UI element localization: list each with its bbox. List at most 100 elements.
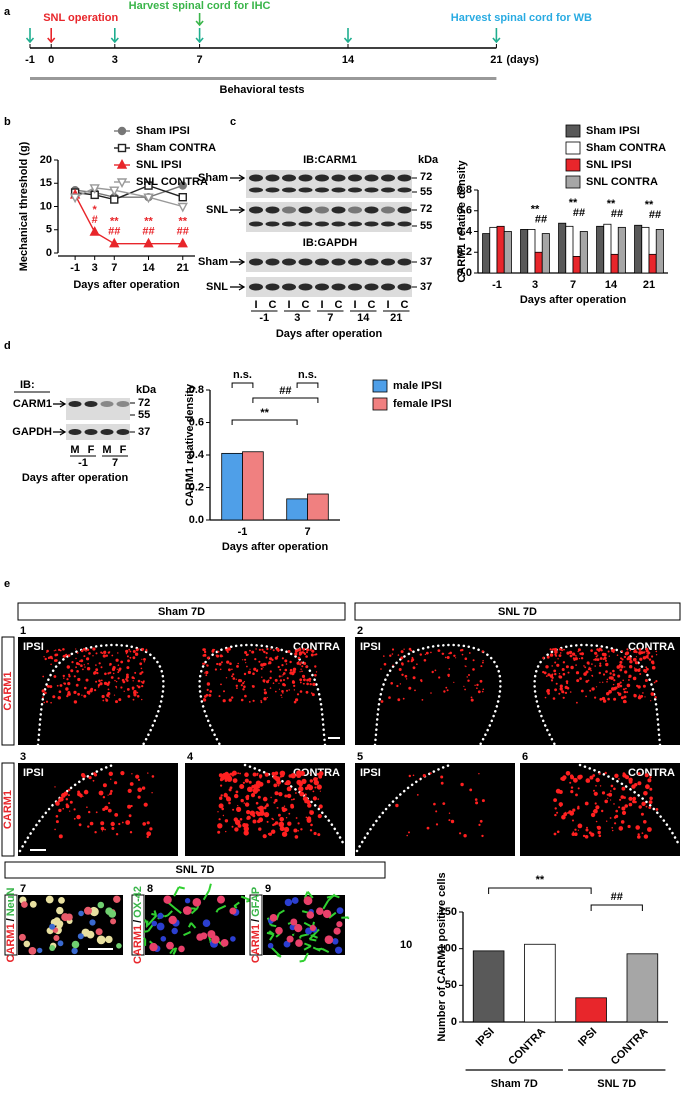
- panel-label: e: [4, 578, 10, 590]
- cell-dot: [429, 772, 432, 775]
- header-box: [354, 602, 681, 621]
- cell-dot: [107, 688, 110, 691]
- cell-dot: [423, 659, 427, 662]
- cell-dot: [274, 678, 278, 682]
- blot-band: [282, 221, 296, 227]
- cell-dot: [78, 663, 80, 665]
- cell-dot: [266, 647, 269, 651]
- cell-dot: [104, 828, 106, 831]
- cell-dot: [623, 796, 626, 799]
- cell-dot: [296, 770, 302, 776]
- cell-dot: [218, 818, 221, 821]
- cell-dot: [481, 690, 484, 693]
- cell-dot: [310, 823, 313, 827]
- behavior-label: Behavioral tests: [220, 84, 305, 96]
- blot-band: [265, 258, 280, 266]
- legend-label: Sham IPSI: [136, 125, 190, 137]
- cell-dot: [310, 648, 313, 651]
- cell-dot: [641, 801, 646, 806]
- cell-dot: [229, 772, 233, 776]
- cell-dot: [58, 808, 62, 813]
- bar: [558, 222, 567, 274]
- cell-dot: [418, 778, 420, 780]
- cell-dot: [141, 698, 143, 701]
- x-tick-label: -1: [70, 262, 80, 274]
- cell-dot: [618, 826, 624, 831]
- cell-dot: [73, 690, 77, 695]
- cell-dot: [282, 692, 284, 694]
- cell-dot: [389, 654, 392, 657]
- cell-dot: [134, 671, 137, 674]
- cell-dot: [116, 687, 118, 689]
- stain-box: [249, 894, 263, 956]
- blot-band: [315, 187, 329, 193]
- cell-dot: [264, 812, 270, 818]
- cell-dot: [50, 663, 52, 666]
- cell-dot: [542, 656, 545, 660]
- cell-dot: [61, 793, 66, 798]
- cell-dot: [70, 669, 74, 673]
- cell-dot: [298, 660, 300, 663]
- cell-dot: [605, 662, 609, 667]
- cell-dot: [395, 803, 399, 808]
- cell-dot: [440, 775, 444, 779]
- cell-dot: [279, 668, 282, 671]
- cell-dot: [578, 774, 583, 779]
- cell-dot: [602, 673, 606, 676]
- cell-dot: [306, 651, 308, 654]
- cell-dot: [114, 679, 116, 682]
- cell: [157, 912, 164, 920]
- cell-dot: [258, 774, 263, 778]
- glia-process: [215, 904, 227, 913]
- cell-dot: [109, 792, 112, 795]
- cell-dot: [564, 691, 568, 695]
- cell-dot: [268, 832, 272, 836]
- cell-dot: [127, 695, 131, 698]
- blot-band: [381, 283, 395, 291]
- cell-dot: [588, 666, 590, 669]
- cell-dot: [632, 799, 636, 804]
- cell-dot: [613, 803, 615, 805]
- blot-band: [265, 283, 280, 291]
- glia-process: [202, 883, 212, 901]
- blot-ib: IB:: [20, 379, 35, 391]
- glia-process: [173, 886, 185, 897]
- merge-label: CARM1 / GFAP: [250, 887, 262, 963]
- cell-dot: [634, 668, 638, 672]
- cell-dot: [400, 656, 404, 660]
- cell-dot: [101, 694, 105, 699]
- cell-dot: [102, 699, 105, 702]
- blot-row-label: Sham: [198, 256, 228, 268]
- cell-dot: [273, 801, 276, 804]
- cell-dot: [217, 830, 221, 834]
- glia-process: [341, 916, 350, 920]
- cell-dot: [283, 805, 286, 807]
- cell-dot: [478, 773, 480, 775]
- cell-dot: [647, 651, 651, 655]
- cell-dot: [287, 650, 291, 653]
- cell-dot: [217, 650, 220, 653]
- cell-dot: [644, 773, 649, 778]
- cell-dot: [634, 783, 638, 787]
- cell-dot: [137, 778, 141, 782]
- cell: [207, 930, 216, 939]
- cell-dot: [55, 801, 60, 806]
- cell-dot: [243, 830, 249, 836]
- cell-dot: [62, 655, 65, 658]
- cell-dot: [643, 669, 647, 673]
- cell-dot: [79, 793, 83, 798]
- legend-label: SNL CONTRA: [586, 176, 658, 188]
- cell-dot: [82, 668, 84, 671]
- cell-dot: [648, 800, 653, 804]
- cell-dot: [79, 660, 81, 662]
- cell-dot: [102, 654, 106, 658]
- cell-dot: [480, 665, 483, 668]
- cell: [306, 911, 315, 919]
- cell-dot: [555, 682, 558, 685]
- y-tick-label: 0.2: [457, 246, 472, 258]
- cell-dot: [45, 700, 49, 703]
- glia-process: [303, 942, 312, 951]
- cell: [58, 897, 65, 904]
- region-label: CONTRA: [293, 641, 340, 653]
- cell-dot: [262, 834, 267, 839]
